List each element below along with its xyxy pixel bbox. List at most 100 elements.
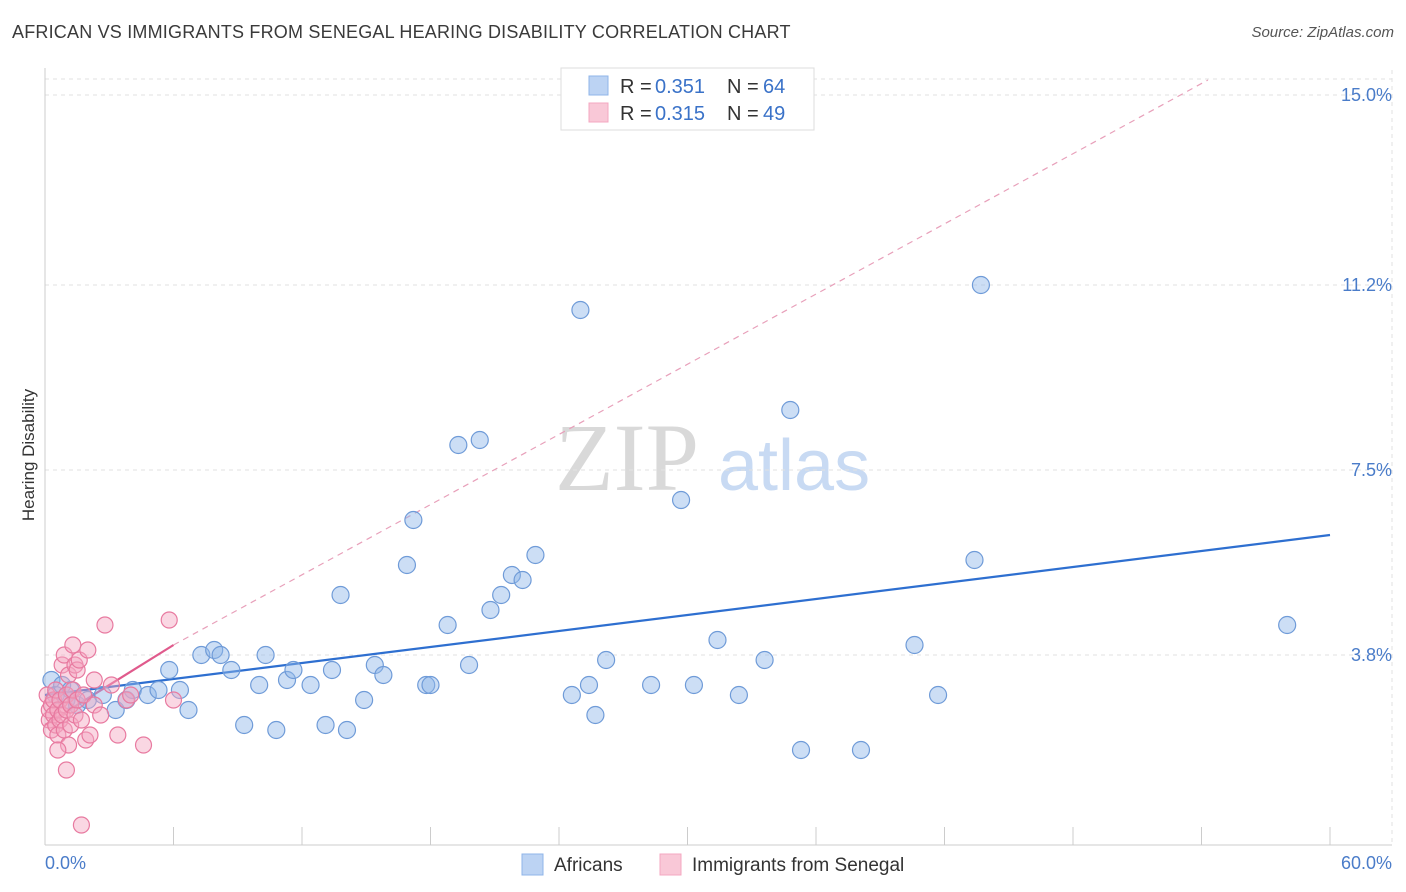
grid-lines: [45, 70, 1393, 845]
point-senegal-48: [85, 671, 103, 689]
point-africans-60: [851, 740, 871, 760]
legend-r-value-1: 0.351: [655, 76, 705, 98]
point-africans-13: [160, 660, 179, 680]
point-africans-22: [256, 645, 275, 665]
legend-label-africans: Africans: [554, 855, 623, 876]
point-africans-56: [729, 685, 749, 705]
point-africans-45: [513, 570, 532, 590]
series-legend: Africans Immigrants from Senegal: [521, 853, 904, 876]
watermark-atlas: atlas: [718, 426, 870, 506]
point-africans-18: [211, 645, 230, 665]
point-senegal-20: [59, 736, 78, 754]
series-senegal: [38, 611, 183, 834]
point-africans-7: [93, 685, 112, 705]
point-africans-42: [481, 600, 500, 620]
point-senegal-47: [49, 741, 67, 759]
point-africans-19: [222, 660, 241, 680]
point-africans-28: [322, 660, 342, 680]
legend-n-value-2: 49: [763, 103, 785, 125]
point-africans-52: [641, 675, 661, 695]
watermark: ZIP atlas: [555, 404, 870, 511]
point-africans-46: [526, 545, 545, 565]
point-africans-61: [905, 635, 924, 655]
point-africans-15: [179, 700, 198, 720]
point-senegal-24: [64, 681, 82, 699]
point-africans-23: [267, 720, 286, 740]
point-senegal-38: [102, 676, 120, 694]
point-africans-14: [170, 680, 190, 700]
trend-lines: [44, 79, 1331, 726]
point-africans-35: [404, 510, 423, 530]
point-senegal-30: [72, 711, 91, 729]
legend-swatch-africans: [521, 853, 544, 876]
point-africans-33: [374, 665, 393, 685]
point-africans-57: [755, 650, 774, 670]
y-tick-label-3: 15.0%: [1341, 85, 1392, 105]
point-senegal-42: [134, 736, 153, 754]
point-africans-58: [781, 400, 800, 420]
point-africans-27: [316, 715, 335, 735]
point-africans-21: [250, 675, 269, 695]
point-senegal-44: [164, 691, 183, 709]
y-axis-title: Hearing Disability: [19, 388, 38, 521]
legend-n-value-1: 64: [763, 76, 785, 98]
point-africans-47: [562, 685, 581, 705]
source-label: Source: ZipAtlas.com: [1251, 24, 1394, 41]
point-africans-55: [708, 630, 727, 650]
point-africans-65: [1278, 615, 1297, 635]
point-africans-38: [438, 615, 457, 635]
stats-legend-swatch-africans: [588, 75, 609, 96]
point-africans-43: [492, 585, 511, 605]
point-senegal-23: [64, 636, 82, 654]
x-tick-label-max: 60.0%: [1341, 853, 1392, 873]
trend-line-africans: [44, 533, 1331, 697]
point-africans-53: [671, 490, 691, 510]
point-africans-29: [331, 585, 350, 605]
point-senegal-36: [92, 706, 110, 724]
point-africans-49: [579, 675, 599, 695]
y-tick-label-0: 3.8%: [1351, 645, 1392, 665]
legend-r-label-1: R =: [620, 76, 652, 98]
legend-label-senegal: Immigrants from Senegal: [692, 855, 904, 876]
point-senegal-31: [74, 686, 93, 704]
point-africans-34: [397, 555, 417, 575]
point-senegal-33: [79, 641, 97, 659]
point-africans-40: [459, 655, 479, 675]
legend-n-label-1: N =: [727, 76, 759, 98]
point-senegal-34: [81, 726, 99, 744]
x-tick-label-min: 0.0%: [45, 853, 86, 873]
point-africans-12: [149, 680, 168, 700]
point-africans-54: [684, 675, 704, 695]
legend-swatch-senegal: [659, 853, 682, 876]
watermark-zip: ZIP: [555, 404, 699, 511]
y-tick-label-1: 7.5%: [1351, 460, 1392, 480]
point-africans-31: [355, 690, 374, 710]
point-senegal-43: [160, 611, 178, 629]
legend-n-label-2: N =: [727, 103, 759, 125]
point-africans-30: [337, 720, 357, 740]
point-africans-24: [277, 670, 297, 690]
y-tick-label-2: 11.2%: [1342, 275, 1392, 295]
stats-legend-swatch-senegal: [588, 102, 609, 123]
point-africans-39: [449, 435, 468, 455]
point-africans-11: [138, 685, 157, 705]
y-tick-labels: 3.8% 7.5% 11.2% 15.0%: [1341, 85, 1392, 665]
point-senegal-37: [96, 616, 114, 634]
trend-line-senegal-extended: [173, 79, 1209, 646]
point-africans-62: [928, 685, 948, 705]
point-africans-20: [235, 715, 254, 735]
point-africans-63: [965, 550, 984, 570]
point-senegal-7: [47, 681, 65, 699]
legend-r-value-2: 0.315: [655, 103, 705, 125]
point-africans-26: [301, 675, 320, 695]
point-africans-41: [470, 430, 489, 450]
point-senegal-39: [109, 726, 127, 744]
point-senegal-46: [72, 816, 91, 834]
point-africans-25: [284, 660, 303, 680]
point-senegal-22: [62, 716, 80, 734]
stats-legend: R = 0.351 N = 64 R = 0.315 N = 49: [560, 67, 815, 131]
point-senegal-41: [122, 686, 140, 704]
point-africans-59: [791, 740, 811, 760]
point-africans-50: [586, 705, 605, 725]
